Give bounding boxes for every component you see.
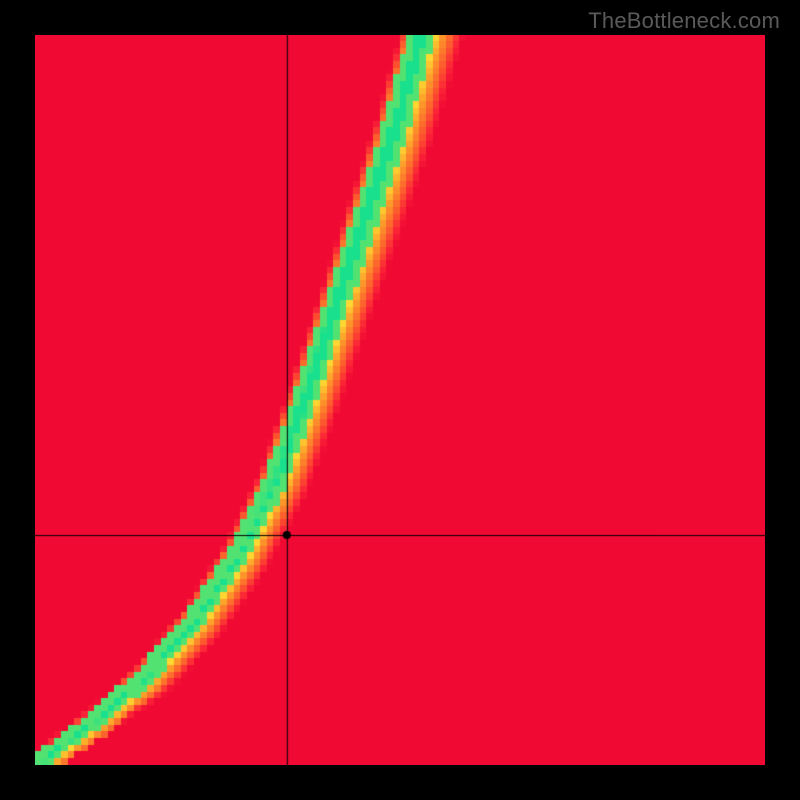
bottleneck-heatmap [35, 35, 765, 765]
watermark-text: TheBottleneck.com [588, 8, 780, 34]
chart-container: TheBottleneck.com [0, 0, 800, 800]
